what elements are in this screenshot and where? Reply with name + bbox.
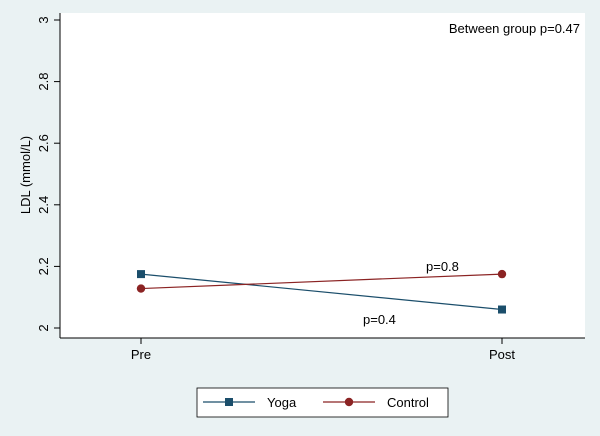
y-tick-label: 2.8 <box>36 73 51 91</box>
yoga-data-point <box>498 305 506 314</box>
y-tick-label: 2 <box>36 324 51 331</box>
x-axis-ticks: Pre Post <box>131 338 515 362</box>
legend-control-marker <box>344 397 354 407</box>
plot-background <box>60 13 585 338</box>
x-tick-label: Post <box>489 347 515 362</box>
series-layer <box>136 269 507 314</box>
y-tick-label: 2.2 <box>36 257 51 275</box>
legend-yoga-label: Yoga <box>267 395 297 410</box>
yoga-series-line <box>140 273 503 311</box>
y-axis-title: LDL (mmol/L) <box>18 136 33 214</box>
between-group-annotation: Between group p=0.47 <box>449 21 580 36</box>
y-tick-label: 3 <box>36 16 51 23</box>
y-tick-label: 2.4 <box>36 196 51 214</box>
y-tick-label: 2.6 <box>36 134 51 152</box>
control-p-annotation: p=0.8 <box>426 259 459 274</box>
legend-yoga-marker <box>225 398 233 406</box>
y-axis-ticks: 2 2.2 2.4 2.6 2.8 3 <box>36 16 60 332</box>
legend: Yoga Control <box>196 387 449 418</box>
control-data-point <box>497 269 507 279</box>
legend-control-label: Control <box>387 395 429 410</box>
control-data-point <box>136 284 146 293</box>
yoga-p-annotation: p=0.4 <box>363 312 396 327</box>
control-series-line <box>140 273 503 290</box>
legend-items: Yoga Control <box>203 395 429 410</box>
yoga-data-point <box>137 270 145 279</box>
x-tick-label: Pre <box>131 347 151 362</box>
